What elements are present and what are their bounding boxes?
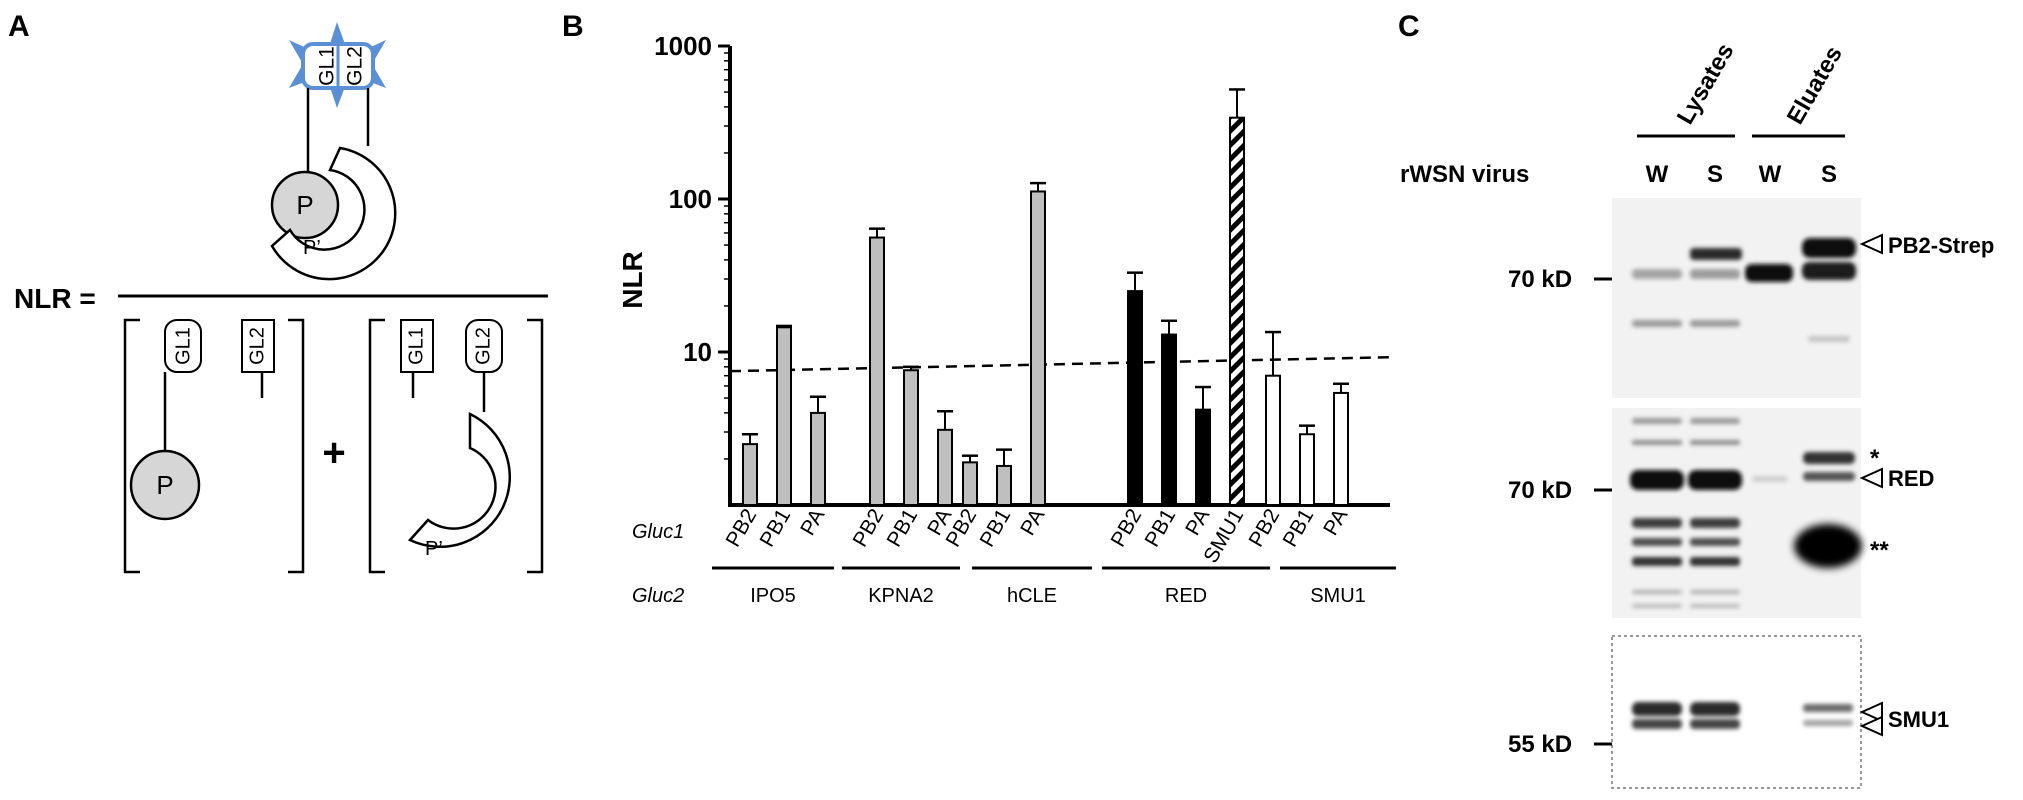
marker-70kd-1: 70 kD [1508,266,1572,293]
blot-panel-pb2 [1612,198,1861,398]
bar-KPNA2-PB2 [869,236,885,507]
label-double-star: ** [1870,537,1889,564]
x-tick-label-PA: PA [796,505,829,539]
panel-c-letter: C [1398,10,1420,43]
x-tick-label-PB1: PB1 [976,505,1016,551]
x-tick-label-PB1: PB1 [883,505,923,551]
bar-SMU1-PA [1333,391,1349,506]
bar-RED-PB1 [1161,333,1177,507]
p-prime-label-top: P’ [303,237,321,259]
gl2-label-left: GL2 [246,327,268,365]
group-label-SMU1: SMU1 [1310,585,1366,607]
threshold-line [729,355,1391,373]
protein-p-bottom [129,449,201,521]
protein-p-prime-bottom [407,412,511,548]
bar-IPO5-PA [810,411,826,507]
x-tick-label-PB1: PB1 [1141,505,1181,551]
bar-RED-PB2 [1127,290,1143,506]
label-red: RED [1888,466,1934,491]
bar-hCLE-PB2 [962,461,978,507]
x-tick-label-PA: PA [1181,505,1214,539]
lane-2-label: S [1707,161,1723,188]
virus-label: rWSN virus [1400,161,1529,188]
p-prime-label-bottom: P’ [425,538,443,560]
x-tick-label-PB2: PB2 [1107,505,1147,551]
group-label-hCLE: hCLE [1007,585,1057,607]
bar-SMU1-PB1 [1299,433,1315,507]
x-tick-label-PB2: PB2 [722,505,762,551]
label-smu1: SMU1 [1888,707,1949,732]
gl1-label-top: GL1 [316,46,339,86]
label-star: * [1870,445,1880,472]
x-tick-label-PA: PA [1016,505,1049,539]
bar-hCLE-PA [1030,190,1046,506]
protein-p-prime-top [270,146,397,281]
x-tick-label-PB1: PB1 [756,505,796,551]
x-tick-label-PB1: PB1 [1279,505,1319,551]
luciferase-star-icon [289,22,386,108]
bar-hCLE-PB1 [996,464,1012,506]
bar-KPNA2-PA [937,428,953,506]
gl1-label-right: GL1 [405,327,427,365]
lane-3-label: W [1759,161,1782,188]
y-tick-label-100: 100 [669,184,712,214]
lane-1-label: W [1646,161,1669,188]
gluc1-row-label: Gluc1 [632,521,684,543]
header-lysates: Lysates [1672,39,1740,129]
p-label-top: P [296,190,313,220]
group-label-KPNA2: KPNA2 [868,585,934,607]
bar-SMU1-PB2 [1265,374,1281,507]
gluc2-row-label: Gluc2 [632,585,684,607]
bar-RED-PA [1195,408,1211,506]
bar-KPNA2-PB1 [903,369,919,507]
blot-panel-red [1612,408,1861,618]
y-axis-label: NLR [617,251,648,309]
group-label-RED: RED [1165,585,1207,607]
group-label-IPO5: IPO5 [750,585,796,607]
gl2-label-top: GL2 [344,46,367,86]
nlr-equals: NLR = [14,283,96,314]
x-tick-label-PB2: PB2 [849,505,889,551]
x-tick-label-PB2: PB2 [1245,505,1285,551]
y-tick-label-1000: 1000 [654,31,712,61]
label-pb2-strep: PB2-Strep [1888,233,1994,258]
gl1-label-left: GL1 [172,327,194,365]
bar-IPO5-PB1 [776,326,792,506]
marker-70kd-2: 70 kD [1508,477,1572,504]
y-tick-label-10: 10 [683,337,712,367]
panel-a-letter: A [8,10,30,43]
x-tick-label-PA: PA [1319,505,1352,539]
protein-p-top [270,170,340,240]
bar-IPO5-PB2 [742,443,758,506]
panel-a: A GL1 GL2 P P’ NLR = GL1 GL2 P + [8,10,548,574]
panel-b-letter: B [562,10,584,43]
p-label-bottom: P [156,470,173,500]
plus-sign: + [322,431,345,475]
gl2-label-right: GL2 [472,327,494,365]
lane-4-label: S [1821,161,1837,188]
header-eluates: Eluates [1782,42,1848,129]
marker-55kd: 55 kD [1508,731,1572,758]
bar-RED-SMU1 [1229,116,1245,507]
panel-c: C Lysates Eluates rWSN virus W S W S 70 … [1398,10,1994,789]
